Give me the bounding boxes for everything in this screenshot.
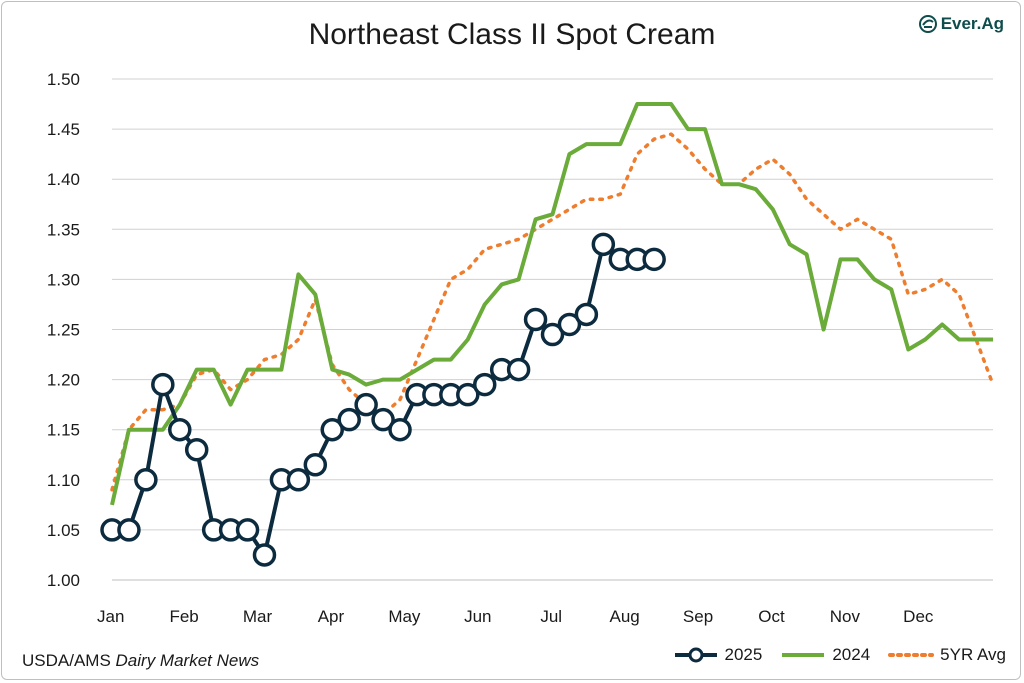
data-point-2025 [286,468,311,492]
brand-logo: Ever.Ag [918,14,1004,34]
x-tick-feb: Feb [169,607,198,626]
y-tick-label: 1.40 [47,170,80,189]
legend-swatch-2025 [674,647,717,663]
data-point-2025 [168,417,192,442]
data-point-2025 [472,372,497,397]
x-tick-sep: Sep [683,607,713,626]
x-tick-apr: Apr [318,607,345,626]
data-point-2025 [591,232,616,257]
legend-item-5yr-avg: 5YR Avg [888,645,1006,665]
x-tick-dec: Dec [903,607,934,626]
legend-swatch-5yr-avg [888,653,935,657]
chart-title: Northeast Class II Spot Cream [308,18,716,51]
legend-label-2025: 2025 [724,645,763,664]
source-note: USDA/AMS Dairy Market News [22,651,259,671]
data-point-2025 [574,302,599,327]
legend-label-2024: 2024 [832,645,871,664]
x-tick-jul: Jul [540,607,562,626]
y-tick-label: 1.50 [47,70,80,89]
x-tick-mar: Mar [243,607,273,626]
data-point-2025 [371,407,395,432]
y-tick-label: 1.20 [47,371,80,390]
data-point-2025 [252,543,277,567]
x-tick-aug: Aug [610,607,640,626]
series-line-2024 [110,102,993,506]
x-axis-ticks: Jan Feb Mar Apr May Jun Jul Aug Sep Oct Nov Dec [97,607,934,626]
data-point-2025 [506,357,531,382]
y-axis-ticks: 1.00 1.05 1.10 1.15 1.20 1.25 1.30 1.35 1.40 1.45… [47,70,80,590]
y-tick-label: 1.10 [47,471,80,490]
data-point-2025 [303,453,328,477]
x-tick-jun: Jun [464,607,491,626]
x-tick-may: May [388,607,421,626]
y-tick-label: 1.45 [47,120,80,139]
data-point-2025 [557,312,582,337]
data-point-2025 [235,518,260,542]
x-tick-nov: Nov [830,607,861,626]
y-tick-label: 1.15 [47,421,80,440]
legend: 2025 2024 5YR Avg [673,645,1006,665]
data-point-2025 [540,322,565,347]
y-tick-label: 1.35 [47,220,80,239]
data-point-2025 [184,437,209,462]
legend-swatch-2024 [782,653,825,657]
data-point-2025 [320,417,344,442]
leaf-icon [918,15,937,33]
x-tick-oct: Oct [758,607,785,626]
data-point-2025 [134,468,158,492]
legend-label-5yr-avg: 5YR Avg [940,645,1006,664]
y-tick-label: 1.05 [47,521,80,540]
data-point-2025 [337,407,361,432]
data-point-2025 [151,372,175,397]
y-tick-label: 1.25 [47,321,80,340]
series-line-5yr-avg [110,132,995,492]
series-layer [100,102,995,567]
legend-item-2025: 2025 [673,645,763,665]
logo-text: Ever.Ag [940,14,1004,33]
grid-layer [112,78,993,581]
legend-item-2024: 2024 [780,645,870,665]
source-prefix: USDA/AMS [22,651,116,670]
series-line-2025 [112,242,655,557]
data-point-2025 [354,392,378,417]
data-point-2025 [642,247,666,272]
data-point-2025 [388,417,412,442]
source-italic: Dairy Market News [115,651,260,670]
data-point-2025 [117,518,141,542]
x-tick-jan: Jan [97,607,124,626]
data-point-2025 [456,382,480,407]
data-point-2025 [523,307,548,332]
y-tick-label: 1.00 [47,571,80,590]
y-tick-label: 1.30 [47,270,80,289]
